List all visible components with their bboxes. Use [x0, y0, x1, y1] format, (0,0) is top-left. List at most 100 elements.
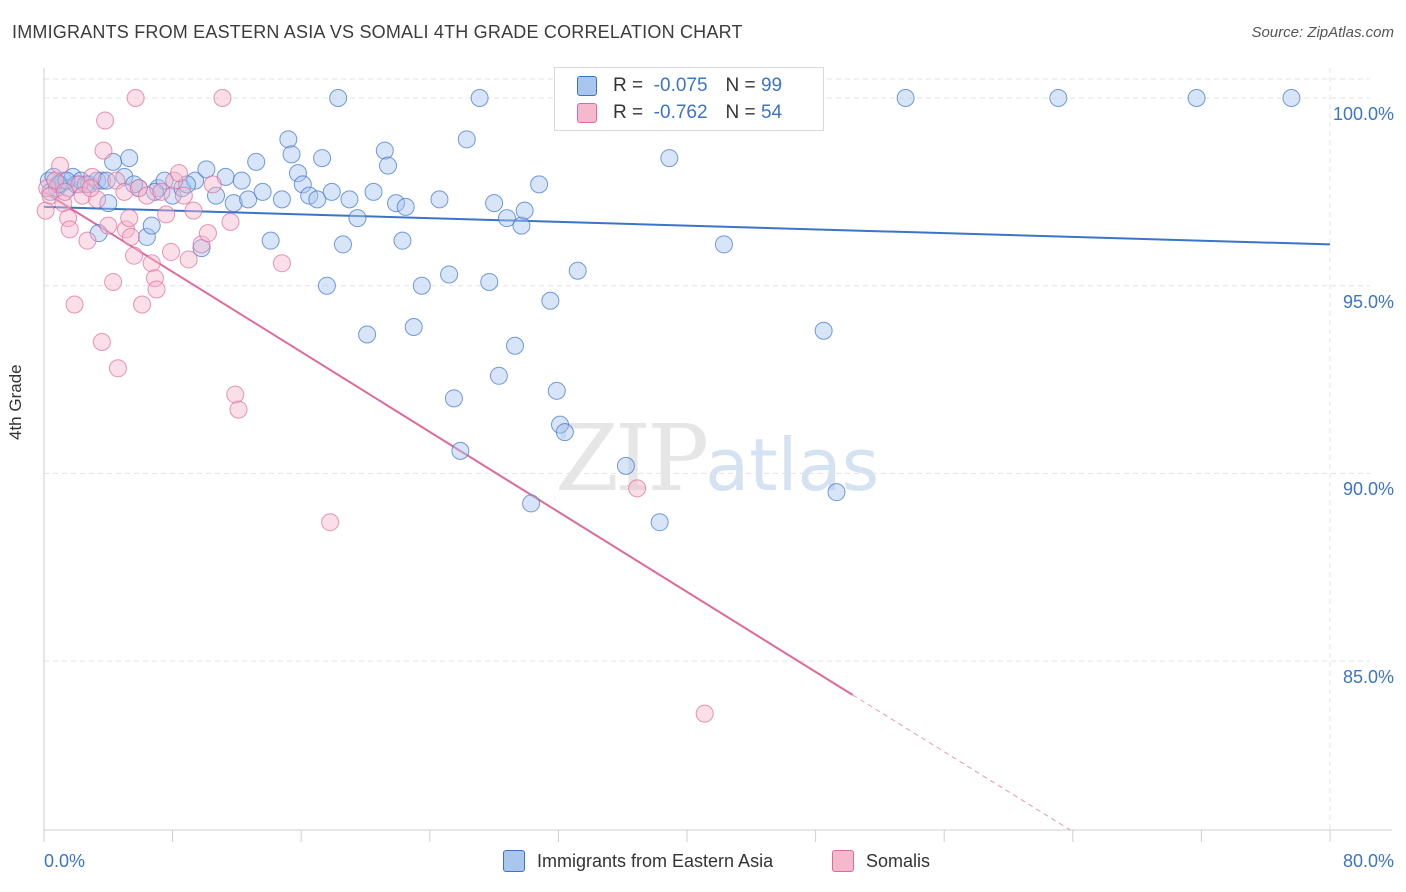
data-point-eastern-asia	[547, 381, 566, 400]
data-point-eastern-asia	[396, 197, 415, 216]
trend-line-somalis	[43, 191, 854, 696]
data-point-somalis	[120, 209, 139, 228]
data-point-eastern-asia	[317, 276, 336, 295]
data-point-somalis	[121, 227, 140, 246]
data-point-somalis	[695, 704, 714, 723]
data-point-eastern-asia	[515, 201, 534, 220]
data-point-eastern-asia	[197, 160, 216, 179]
data-point-eastern-asia	[99, 194, 118, 213]
data-point-somalis	[55, 182, 74, 201]
data-point-somalis	[142, 254, 161, 273]
data-point-somalis	[628, 479, 647, 498]
data-point-eastern-asia	[470, 89, 489, 108]
data-point-eastern-asia	[379, 156, 398, 175]
legend-r-label: R =	[613, 102, 644, 123]
data-point-eastern-asia	[522, 494, 541, 513]
data-point-somalis	[133, 295, 152, 314]
data-point-somalis	[108, 359, 127, 378]
data-point-eastern-asia	[827, 483, 846, 502]
data-point-eastern-asia	[1187, 89, 1206, 108]
data-point-eastern-asia	[375, 141, 394, 160]
data-point-somalis	[36, 201, 55, 220]
grid-lines	[44, 68, 1370, 830]
data-point-eastern-asia	[282, 145, 301, 164]
data-point-somalis	[88, 190, 107, 209]
chart-title: IMMIGRANTS FROM EASTERN ASIA VS SOMALI 4…	[12, 22, 743, 42]
watermark-atlas: atlas	[705, 423, 880, 507]
data-point-eastern-asia	[192, 239, 211, 258]
legend-n-value: 99	[760, 75, 783, 96]
data-point-eastern-asia	[404, 318, 423, 337]
data-point-somalis	[174, 186, 193, 205]
data-point-somalis	[229, 400, 248, 419]
data-point-eastern-asia	[137, 227, 156, 246]
data-point-somalis	[96, 111, 115, 130]
data-point-eastern-asia	[568, 261, 587, 280]
data-point-somalis	[126, 89, 145, 108]
bottom-legend-somalis: Somalis	[832, 850, 930, 872]
data-point-eastern-asia	[288, 164, 307, 183]
data-point-somalis	[161, 242, 180, 261]
data-point-somalis	[272, 254, 291, 273]
watermark: ZIPatlas	[555, 405, 879, 512]
data-point-somalis	[81, 179, 100, 198]
legend-row-somalis: R = -0.762 N = 54	[577, 100, 782, 126]
data-point-eastern-asia	[650, 513, 669, 532]
data-point-eastern-asia	[660, 149, 679, 168]
data-point-eastern-asia	[444, 389, 463, 408]
data-point-eastern-asia	[279, 130, 298, 149]
data-point-eastern-asia	[714, 235, 733, 254]
data-point-eastern-asia	[1282, 89, 1301, 108]
data-point-somalis	[179, 250, 198, 269]
x-tick-label-max: 80.0%	[1342, 851, 1394, 871]
data-point-eastern-asia	[440, 265, 459, 284]
data-point-somalis	[152, 182, 171, 201]
data-point-eastern-asia	[485, 194, 504, 213]
bottom-legend-eastern-asia: Immigrants from Eastern Asia	[503, 850, 773, 872]
data-point-somalis	[147, 280, 166, 299]
data-point-eastern-asia	[814, 321, 833, 340]
bottom-legend-swatch-blue	[503, 850, 525, 872]
data-point-somalis	[184, 201, 203, 220]
data-point-somalis	[198, 224, 217, 243]
legend-r-value: -0.075	[653, 75, 708, 96]
data-point-somalis	[60, 220, 79, 239]
data-point-eastern-asia	[480, 272, 499, 291]
source-label: Source: ZipAtlas.com	[1251, 24, 1394, 41]
data-point-eastern-asia	[232, 171, 251, 190]
axes	[43, 68, 1392, 842]
x-tick-label-min: 0.0%	[44, 851, 86, 871]
data-point-eastern-asia	[207, 186, 226, 205]
correlation-legend: R = -0.075 N = 99 R = -0.762 N = 54	[554, 67, 824, 131]
data-point-somalis	[51, 156, 70, 175]
data-point-somalis	[99, 216, 118, 235]
data-point-eastern-asia	[247, 152, 266, 171]
data-point-eastern-asia	[541, 291, 560, 310]
data-point-eastern-asia	[489, 366, 508, 385]
data-point-eastern-asia	[89, 224, 108, 243]
data-point-eastern-asia	[387, 194, 406, 213]
legend-n-label: N =	[725, 75, 756, 96]
bottom-legend-swatch-pink	[832, 850, 854, 872]
data-point-somalis	[104, 272, 123, 291]
trend-lines	[43, 191, 1331, 831]
y-tick-label: 95.0%	[1342, 291, 1394, 312]
data-point-eastern-asia	[308, 190, 327, 209]
data-points	[36, 89, 1301, 723]
data-point-eastern-asia	[120, 149, 139, 168]
data-point-somalis	[83, 167, 102, 186]
data-point-somalis	[157, 205, 176, 224]
trend-line-somalis-extension	[852, 694, 1071, 831]
data-point-eastern-asia	[497, 209, 516, 228]
data-point-somalis	[92, 333, 111, 352]
data-point-eastern-asia	[333, 235, 352, 254]
data-point-eastern-asia	[358, 325, 377, 344]
data-point-somalis	[203, 175, 222, 194]
legend-swatch-pink	[577, 103, 597, 123]
y-tick-label: 100.0%	[1332, 104, 1394, 125]
watermark-zip: ZIP	[555, 405, 709, 512]
legend-r-label: R =	[613, 75, 644, 96]
bottom-legend-label: Immigrants from Eastern Asia	[537, 850, 774, 871]
data-point-eastern-asia	[224, 194, 243, 213]
trend-line-eastern-asia	[43, 205, 1331, 246]
